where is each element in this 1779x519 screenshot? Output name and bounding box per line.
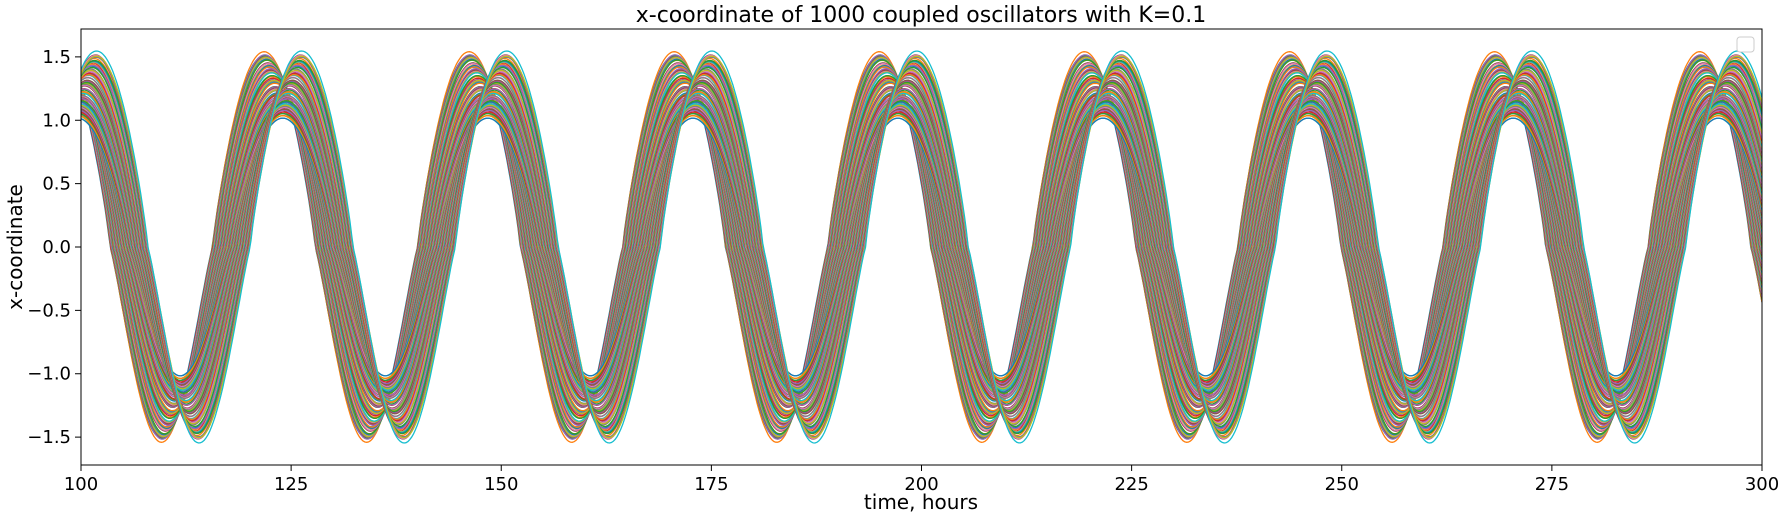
y-tick-label: 1.5 xyxy=(42,47,71,68)
y-tick-label: −1.0 xyxy=(27,364,71,385)
series-group xyxy=(81,50,1762,444)
x-tick-label: 300 xyxy=(1745,474,1779,495)
legend-box xyxy=(1736,36,1755,53)
x-tick-label: 275 xyxy=(1535,474,1569,495)
x-tick-label: 150 xyxy=(484,474,518,495)
x-tick-label: 225 xyxy=(1114,474,1148,495)
x-tick-label: 200 xyxy=(904,474,938,495)
x-tick-label: 125 xyxy=(274,474,308,495)
y-tick-label: −1.5 xyxy=(27,427,71,448)
x-axis: 100 125 150 175 200 225 250 275 300 xyxy=(64,465,1779,495)
y-axis-label: x-coordinate xyxy=(3,184,27,310)
x-tick-label: 250 xyxy=(1325,474,1359,495)
y-tick-label: 0.5 xyxy=(42,174,71,195)
x-tick-label: 175 xyxy=(694,474,728,495)
oscillator-series-line xyxy=(81,50,1762,444)
y-tick-label: 0.0 xyxy=(42,237,71,258)
chart-title: x-coordinate of 1000 coupled oscillators… xyxy=(636,3,1206,28)
x-axis-label: time, hours xyxy=(864,490,978,514)
y-tick-label: −0.5 xyxy=(27,300,71,321)
x-tick-label: 100 xyxy=(64,474,98,495)
y-axis: −1.5 −1.0 −0.5 0.0 0.5 1.0 1.5 xyxy=(27,47,81,448)
y-tick-label: 1.0 xyxy=(42,110,71,131)
